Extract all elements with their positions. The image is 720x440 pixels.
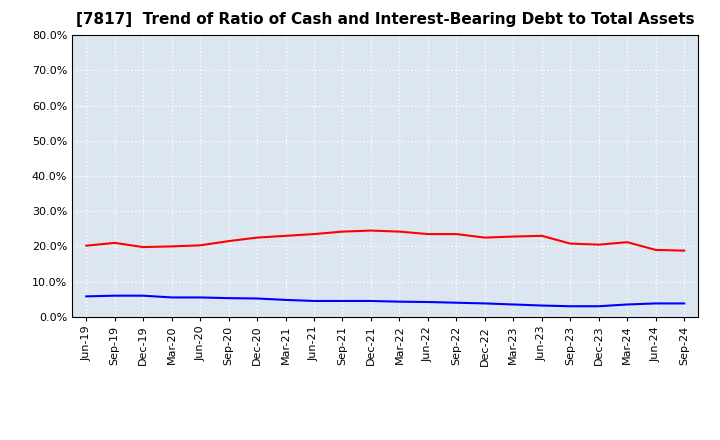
Interest-Bearing Debt [566,304,575,309]
Interest-Bearing Debt [595,304,603,309]
Cash [595,242,603,247]
Interest-Bearing Debt [366,298,375,304]
Cash [566,241,575,246]
Cash [253,235,261,240]
Cash [623,239,631,245]
Cash [82,243,91,248]
Interest-Bearing Debt [282,297,290,303]
Interest-Bearing Debt [82,294,91,299]
Title: [7817]  Trend of Ratio of Cash and Interest-Bearing Debt to Total Assets: [7817] Trend of Ratio of Cash and Intere… [76,12,695,27]
Interest-Bearing Debt [680,301,688,306]
Interest-Bearing Debt [167,295,176,300]
Cash [139,245,148,250]
Interest-Bearing Debt [423,299,432,304]
Cash [338,229,347,234]
Interest-Bearing Debt [225,296,233,301]
Cash [680,248,688,253]
Cash [366,228,375,233]
Cash [480,235,489,240]
Interest-Bearing Debt [480,301,489,306]
Interest-Bearing Debt [196,295,204,300]
Cash [225,238,233,244]
Cash [537,233,546,238]
Cash [652,247,660,253]
Cash [110,240,119,246]
Interest-Bearing Debt [452,300,461,305]
Cash [282,233,290,238]
Cash [196,243,204,248]
Interest-Bearing Debt [509,302,518,307]
Interest-Bearing Debt [623,302,631,307]
Interest-Bearing Debt [310,298,318,304]
Interest-Bearing Debt [652,301,660,306]
Cash [310,231,318,237]
Interest-Bearing Debt [338,298,347,304]
Interest-Bearing Debt [110,293,119,298]
Cash [395,229,404,234]
Interest-Bearing Debt [395,299,404,304]
Cash [452,231,461,237]
Interest-Bearing Debt [537,303,546,308]
Cash [423,231,432,237]
Cash [509,234,518,239]
Interest-Bearing Debt [253,296,261,301]
Interest-Bearing Debt [139,293,148,298]
Line: Cash: Cash [86,231,684,251]
Cash [167,244,176,249]
Line: Interest-Bearing Debt: Interest-Bearing Debt [86,296,684,306]
